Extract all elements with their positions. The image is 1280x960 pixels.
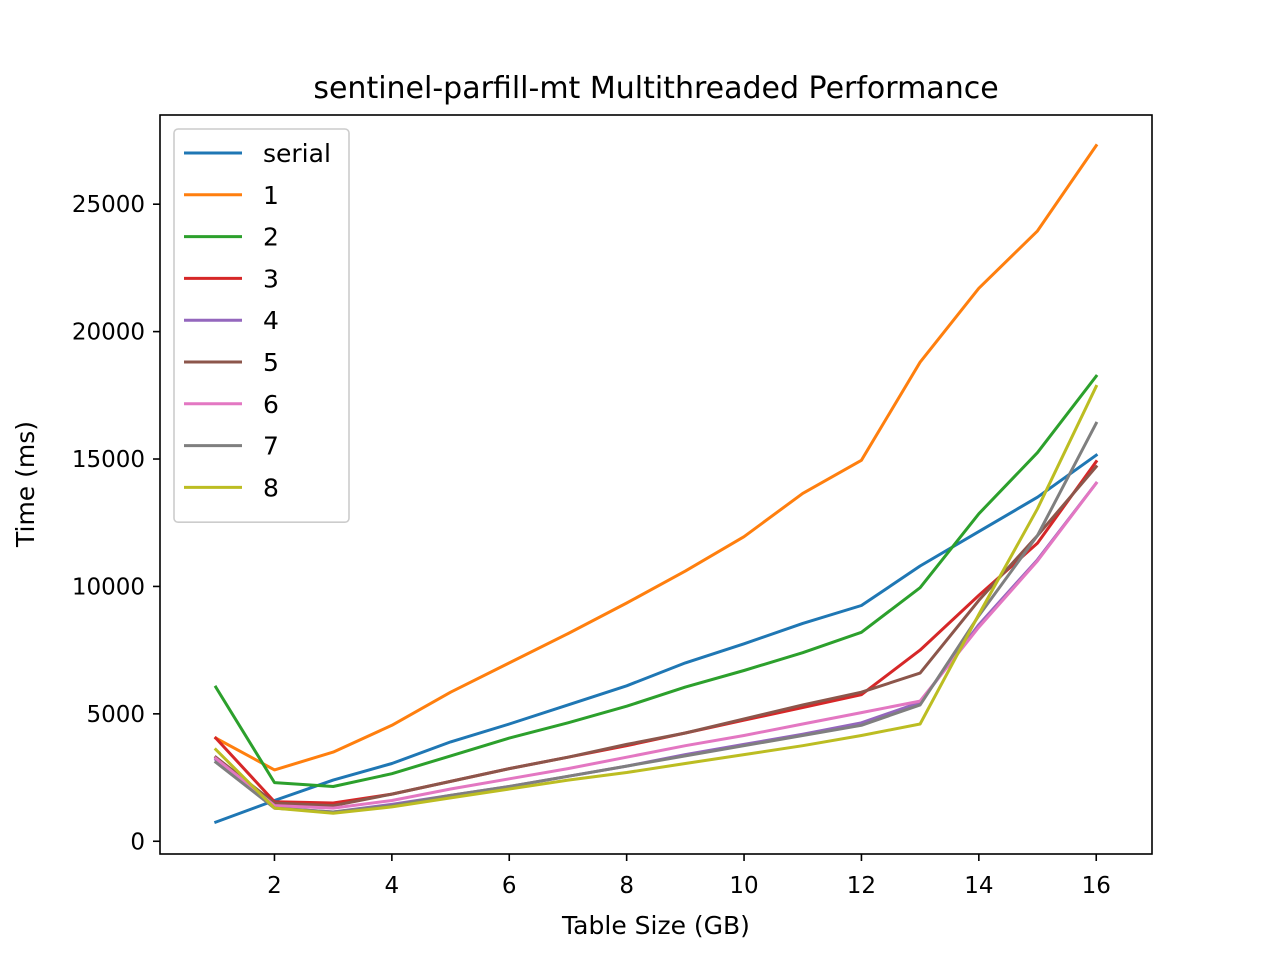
series-line-6 xyxy=(213,481,1099,810)
legend-label-1: 1 xyxy=(263,181,279,210)
legend-label-serial: serial xyxy=(263,139,331,168)
y-axis-ticks: 0 5000 10000 15000 20000 25000 xyxy=(72,192,160,855)
x-tick-label: 4 xyxy=(385,873,400,899)
legend-label-3: 3 xyxy=(263,264,279,293)
x-axis-ticks: 2 4 6 8 10 12 14 16 xyxy=(267,854,1111,899)
series-lines xyxy=(213,143,1099,825)
y-tick-label: 0 xyxy=(130,829,145,855)
x-tick-label: 6 xyxy=(502,873,517,899)
plot-frame xyxy=(159,114,1153,855)
series-line-5 xyxy=(213,464,1099,808)
x-tick-label: 12 xyxy=(847,873,876,899)
x-tick-label: 10 xyxy=(729,873,758,899)
x-tick-label: 14 xyxy=(964,873,993,899)
series-line-8 xyxy=(213,384,1099,815)
legend: serial 1 2 3 4 5 6 7 8 xyxy=(173,128,350,524)
legend-label-5: 5 xyxy=(263,348,279,377)
x-axis-label: Table Size (GB) xyxy=(561,911,750,940)
legend-label-7: 7 xyxy=(263,432,279,461)
y-tick-label: 25000 xyxy=(72,192,145,218)
x-tick-label: 16 xyxy=(1082,873,1111,899)
legend-label-4: 4 xyxy=(263,306,279,335)
chart-title: sentinel-parfill-mt Multithreaded Perfor… xyxy=(313,71,998,106)
x-tick-label: 8 xyxy=(619,873,634,899)
y-tick-label: 5000 xyxy=(86,702,145,728)
y-axis-label: Time (ms) xyxy=(11,421,40,548)
x-tick-label: 2 xyxy=(267,873,282,899)
y-tick-label: 20000 xyxy=(72,320,145,346)
series-line-1 xyxy=(213,143,1099,772)
legend-label-2: 2 xyxy=(263,223,279,252)
legend-label-6: 6 xyxy=(263,390,279,419)
y-tick-label: 10000 xyxy=(72,574,145,600)
series-line-2 xyxy=(213,374,1099,788)
legend-box xyxy=(173,128,350,524)
y-tick-label: 15000 xyxy=(72,447,145,473)
legend-label-8: 8 xyxy=(263,473,279,502)
